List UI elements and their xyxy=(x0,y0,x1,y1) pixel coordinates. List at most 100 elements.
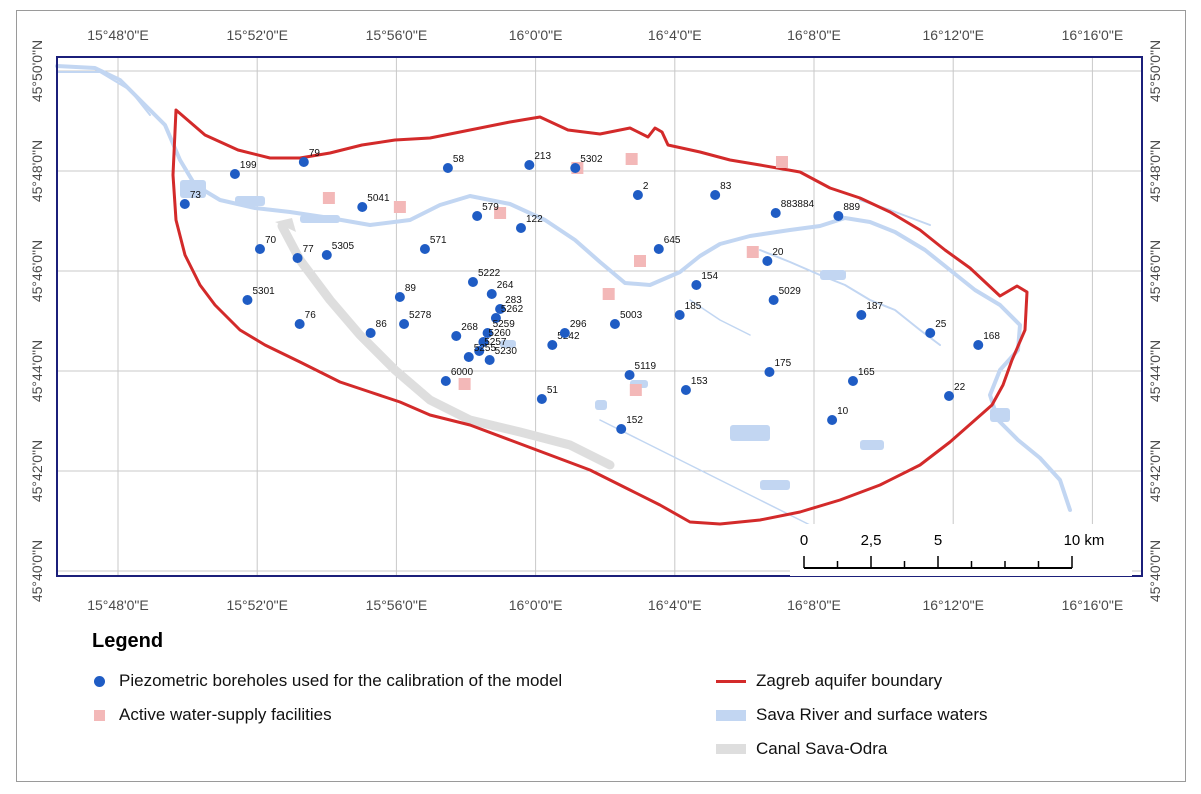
borehole-marker xyxy=(691,280,702,290)
borehole-label: 268 xyxy=(461,322,478,333)
borehole-label: 264 xyxy=(497,280,514,291)
facility-marker xyxy=(629,384,642,396)
facility-marker xyxy=(634,255,646,267)
borehole-marker xyxy=(973,340,984,350)
bottom-longitude-label: 16°12'0"E xyxy=(922,597,984,613)
borehole-marker xyxy=(833,211,844,221)
bottom-longitude-label: 16°0'0"E xyxy=(509,597,563,613)
borehole-label: 73 xyxy=(190,190,202,201)
borehole-label: 86 xyxy=(376,319,388,330)
legend-label-facilities: Active water-supply facilities xyxy=(119,705,332,724)
borehole-marker xyxy=(624,370,635,380)
scale-tick-label: 0 xyxy=(800,532,808,549)
right-latitude-label: 45°48'0"N xyxy=(1147,140,1163,202)
top-longitude-label: 16°12'0"E xyxy=(922,27,984,43)
legend-item-water: Sava River and surface waters xyxy=(716,705,988,725)
borehole-label: 122 xyxy=(526,214,543,225)
borehole-marker xyxy=(674,310,685,320)
facility-marker xyxy=(494,207,507,219)
borehole-marker xyxy=(463,352,474,362)
legend-item-facilities: Active water-supply facilities xyxy=(92,705,332,725)
borehole-label: 645 xyxy=(664,235,681,246)
right-latitude-label: 45°46'0"N xyxy=(1147,240,1163,302)
right-latitude-label: 45°50'0"N xyxy=(1147,40,1163,102)
right-latitude-label: 45°44'0"N xyxy=(1147,340,1163,402)
left-latitude-label: 45°42'0"N xyxy=(29,440,45,502)
borehole-marker xyxy=(298,157,309,167)
top-longitude-label: 16°0'0"E xyxy=(509,27,563,43)
bottom-longitude-label: 16°4'0"E xyxy=(648,597,702,613)
borehole-label: 5301 xyxy=(252,286,275,297)
borehole-label: 168 xyxy=(983,331,1000,342)
boundary-line-icon xyxy=(716,679,746,683)
legend-item-canal: Canal Sava-Odra xyxy=(716,739,887,759)
borehole-label: 58 xyxy=(453,154,465,165)
borehole-marker xyxy=(944,391,955,401)
borehole-marker xyxy=(484,355,495,365)
borehole-label: 5257 xyxy=(484,337,507,348)
borehole-label: 5003 xyxy=(620,310,643,321)
borehole-marker xyxy=(495,304,506,314)
borehole-marker xyxy=(632,190,643,200)
borehole-label: 5041 xyxy=(367,193,390,204)
right-latitude-label: 45°40'0"N xyxy=(1147,540,1163,602)
borehole-label: 5242 xyxy=(557,331,580,342)
borehole-marker xyxy=(680,385,691,395)
legend-label-boreholes: Piezometric boreholes used for the calib… xyxy=(119,671,563,690)
top-longitude-label: 16°8'0"E xyxy=(787,27,841,43)
borehole-marker xyxy=(762,256,773,266)
borehole-label: 152 xyxy=(626,415,643,426)
borehole-marker xyxy=(547,340,558,350)
borehole-marker xyxy=(478,337,489,347)
borehole-label: 5230 xyxy=(495,346,518,357)
bottom-longitude-label: 15°52'0"E xyxy=(226,597,288,613)
scale-bar: 0 2,5 5 10 km xyxy=(790,524,1132,576)
borehole-label: 5305 xyxy=(332,241,355,252)
bottom-longitude-label: 16°16'0"E xyxy=(1062,597,1124,613)
borehole-label: 5278 xyxy=(409,310,432,321)
borehole-marker xyxy=(490,313,501,323)
borehole-label: 175 xyxy=(774,358,791,369)
borehole-marker xyxy=(609,319,620,329)
borehole-label: 5029 xyxy=(779,286,802,297)
top-longitude-label: 15°48'0"E xyxy=(87,27,149,43)
borehole-label: 5262 xyxy=(501,304,524,315)
borehole-marker xyxy=(764,367,775,377)
borehole-marker xyxy=(467,277,478,287)
facility-marker xyxy=(746,246,759,258)
borehole-label: 10 xyxy=(837,406,849,417)
borehole-label: 5222 xyxy=(478,268,501,279)
legend: Legend Piezometric boreholes used for th… xyxy=(92,630,1092,780)
borehole-marker xyxy=(472,211,483,221)
borehole-label: 6000 xyxy=(451,367,474,378)
borehole-marker xyxy=(925,328,936,338)
borehole-label: 185 xyxy=(685,301,702,312)
facility-marker xyxy=(322,192,335,204)
water-swatch-icon xyxy=(716,709,746,721)
left-latitude-label: 45°48'0"N xyxy=(29,140,45,202)
borehole-marker xyxy=(710,190,721,200)
facility-marker xyxy=(602,288,615,300)
borehole-label: 70 xyxy=(265,235,277,246)
borehole-label: 165 xyxy=(858,367,875,378)
borehole-marker xyxy=(486,289,497,299)
map-frame xyxy=(56,56,1143,577)
borehole-marker xyxy=(451,331,462,341)
borehole-dot-icon xyxy=(94,675,105,687)
borehole-label: 213 xyxy=(534,151,551,162)
borehole-label: 889 xyxy=(843,202,860,213)
legend-label-water: Sava River and surface waters xyxy=(756,705,988,724)
borehole-marker xyxy=(229,169,240,179)
borehole-marker xyxy=(179,199,190,209)
borehole-label: 154 xyxy=(701,271,718,282)
borehole-label: 5260 xyxy=(488,328,511,339)
borehole-marker xyxy=(474,346,485,356)
scale-tick-label: 5 xyxy=(934,532,942,549)
borehole-marker xyxy=(570,163,581,173)
borehole-marker xyxy=(616,424,627,434)
borehole-marker xyxy=(365,328,376,338)
canal-swatch-icon xyxy=(716,744,746,754)
left-latitude-label: 45°46'0"N xyxy=(29,240,45,302)
